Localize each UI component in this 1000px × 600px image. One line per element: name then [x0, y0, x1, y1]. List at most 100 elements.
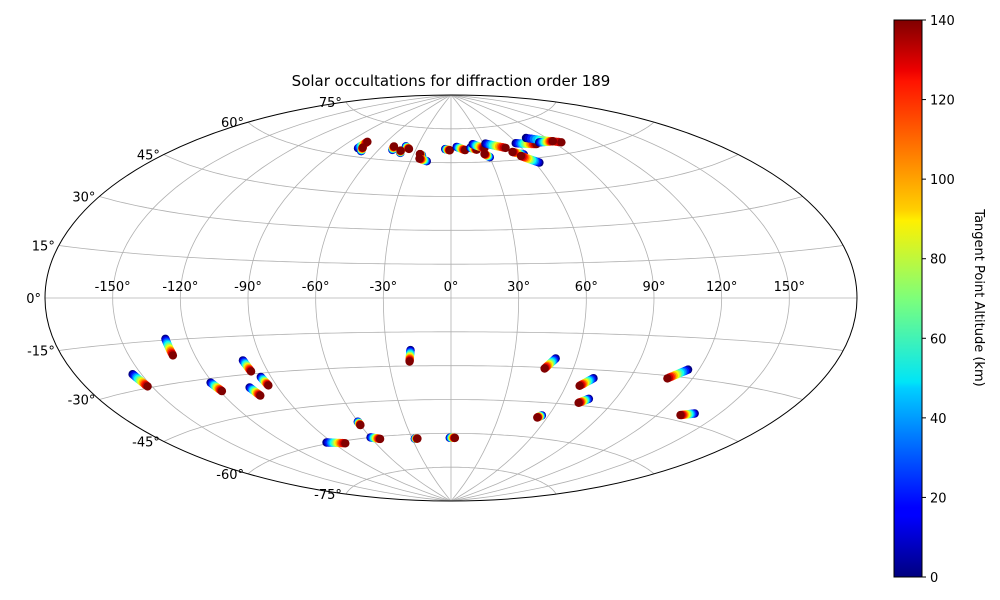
occultation-point [341, 439, 350, 448]
parallel-line [163, 154, 739, 197]
parallel-line [99, 365, 803, 400]
occultation-point [533, 413, 542, 422]
occultation-point [143, 382, 152, 391]
occultation-track [445, 433, 460, 443]
occultation-track [388, 142, 399, 155]
occultation-track [480, 149, 494, 162]
occultation-track [256, 372, 273, 390]
parallel-line [58, 331, 844, 351]
parallel-line [163, 399, 739, 442]
longitude-tick-label: 30° [507, 280, 530, 295]
parallel-line [247, 121, 655, 164]
occultation-point [415, 154, 424, 163]
colorbar-tick-label: 100 [930, 173, 955, 188]
longitude-tick-label: 120° [706, 280, 737, 295]
occultation-point [168, 351, 178, 360]
occultation-point [508, 147, 517, 157]
occultation-track [206, 378, 227, 396]
longitude-tick-label: -150° [95, 280, 131, 295]
latitude-tick-label: 0° [26, 292, 41, 307]
parallel-line [58, 245, 844, 265]
latitude-tick-label: 60° [221, 116, 244, 131]
occultation-track [161, 334, 178, 360]
chart-title: Solar occultations for diffraction order… [292, 72, 611, 90]
latitude-tick-label: -30° [68, 394, 96, 409]
longitude-tick-label: -30° [369, 280, 397, 295]
occultation-point [405, 357, 414, 366]
occultation-point [256, 391, 265, 400]
occultation-point [264, 381, 273, 390]
occultation-point [358, 143, 367, 152]
occultation-track [245, 383, 265, 400]
occultation-point [501, 143, 510, 153]
occultation-point [389, 142, 399, 151]
colorbar-tick-label: 0 [930, 571, 938, 586]
longitude-tick-label: 150° [774, 280, 805, 295]
colorbar [893, 19, 923, 578]
occultation-point [557, 138, 566, 147]
occultation-track [540, 354, 560, 373]
latitude-tick-labels: -75° -60° -45° -30° -15° 0° 15° 30° 45° 60° 75° [26, 96, 342, 503]
occultation-track [534, 137, 558, 147]
occultation-track [396, 146, 405, 158]
occultation-point [575, 381, 584, 390]
occultation-point [540, 364, 549, 373]
occultation-point [676, 410, 685, 420]
occultation-point [445, 146, 454, 155]
occultation-track [322, 438, 350, 448]
parallel-line [247, 432, 655, 475]
occultation-track [452, 142, 470, 155]
occultation-track [410, 434, 422, 443]
occultation-track [401, 142, 414, 154]
latitude-tick-label: -75° [314, 488, 342, 503]
occultation-point [217, 386, 227, 396]
colorbar-label: Tangent Point Altitude (km) [971, 208, 986, 386]
occultation-track [238, 356, 256, 376]
occultation-point [413, 434, 422, 443]
occultation-point [375, 434, 385, 444]
latitude-tick-label: 45° [137, 148, 160, 163]
colorbar-tick-label: 40 [930, 412, 947, 427]
graticule [45, 95, 857, 501]
latitude-tick-label: 15° [32, 239, 55, 254]
colorbar-ticks: 0 20 40 60 80 100 120 140 [922, 14, 955, 586]
occultation-point [450, 433, 460, 443]
occultation-point [663, 374, 672, 383]
parallel-line [345, 101, 557, 130]
longitude-tick-label: -90° [234, 280, 262, 295]
occultation-track [575, 374, 598, 390]
latitude-tick-label: -60° [216, 468, 244, 483]
colorbar-tick-label: 60 [930, 332, 947, 347]
longitude-tick-label: -60° [302, 280, 330, 295]
parallel-line [345, 466, 557, 495]
occultation-point [363, 137, 372, 146]
latitude-tick-label: 75° [319, 96, 342, 111]
occultation-track [366, 433, 385, 444]
latitude-tick-label: 30° [72, 191, 95, 206]
parallel-line [99, 196, 803, 231]
occultation-point [516, 151, 526, 161]
colorbar-tick-label: 120 [930, 94, 955, 109]
occultation-points [128, 133, 699, 448]
occultation-point [356, 420, 365, 430]
occultation-point [404, 144, 414, 154]
colorbar-tick-label: 140 [930, 14, 955, 29]
occultation-track [128, 370, 152, 391]
occultation-track [405, 345, 415, 366]
occultation-point [480, 149, 489, 159]
longitude-tick-label: 0° [444, 280, 459, 295]
occultation-track [533, 411, 547, 422]
occultation-track [441, 144, 454, 155]
occultation-track [415, 154, 431, 166]
occultation-track [353, 417, 365, 430]
latitude-tick-label: -15° [27, 345, 55, 360]
occultation-track [481, 139, 510, 153]
occultation-track [676, 409, 699, 420]
occultation-track [357, 143, 367, 156]
longitude-tick-label: -120° [162, 280, 198, 295]
occultation-track [516, 151, 544, 167]
colorbar-tick-label: 20 [930, 491, 947, 506]
colorbar-tick-label: 80 [930, 253, 947, 268]
occultation-point [246, 367, 256, 376]
